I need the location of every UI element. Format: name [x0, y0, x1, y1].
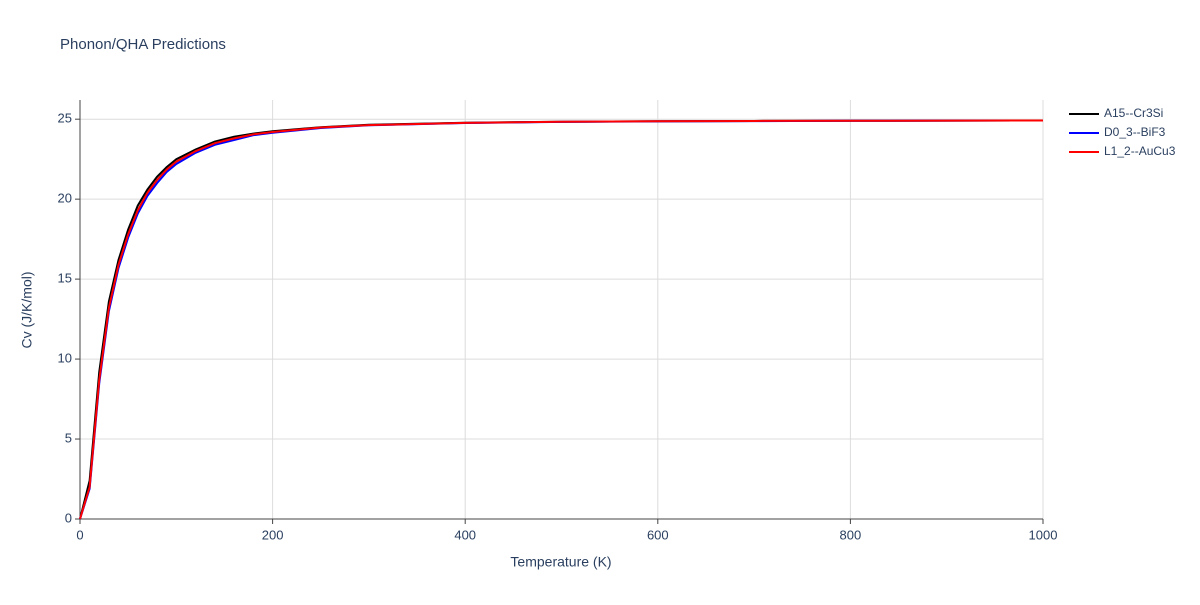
- x-tick-label: 0: [76, 527, 83, 542]
- x-tick-label: 200: [262, 527, 284, 542]
- y-tick-label: 5: [65, 430, 72, 445]
- y-tick-label: 25: [58, 111, 72, 126]
- x-tick-label: 400: [454, 527, 476, 542]
- y-tick-label: 15: [58, 271, 72, 286]
- x-tick-label: 800: [840, 527, 862, 542]
- x-axis-label: Temperature (K): [510, 554, 611, 570]
- legend-label: L1_2--AuCu3: [1104, 144, 1176, 158]
- x-tick-label: 600: [647, 527, 669, 542]
- y-tick-label: 20: [58, 191, 72, 206]
- y-tick-label: 0: [65, 510, 72, 525]
- chart-title: Phonon/QHA Predictions: [60, 36, 226, 53]
- line-series: [79, 119, 1044, 520]
- y-axis-label: Cv (J/K/mol): [19, 272, 35, 349]
- legend-label: D0_3--BiF3: [1104, 125, 1166, 139]
- line-series: [79, 119, 1044, 520]
- legend-label: A15--Cr3Si: [1104, 106, 1163, 120]
- x-tick-label: 1000: [1029, 527, 1058, 542]
- line-series: [79, 119, 1044, 520]
- y-tick-label: 10: [58, 351, 72, 366]
